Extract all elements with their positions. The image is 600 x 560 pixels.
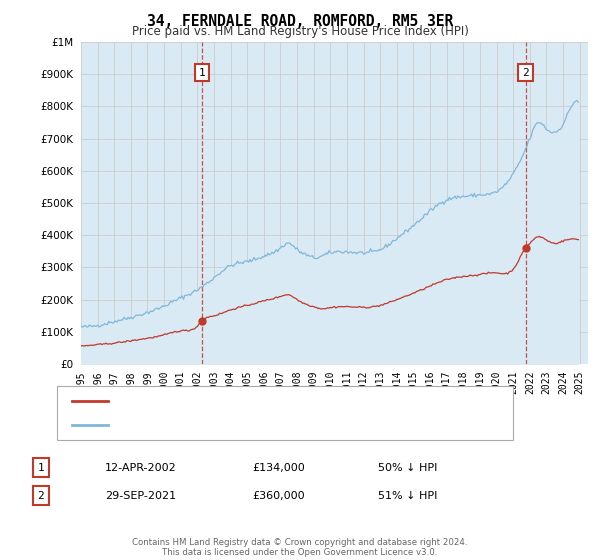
Text: 12-APR-2002: 12-APR-2002 — [105, 463, 177, 473]
Text: 50% ↓ HPI: 50% ↓ HPI — [378, 463, 437, 473]
Text: Contains HM Land Registry data © Crown copyright and database right 2024.
This d: Contains HM Land Registry data © Crown c… — [132, 538, 468, 557]
Text: 1: 1 — [199, 68, 205, 78]
Text: 29-SEP-2021: 29-SEP-2021 — [105, 491, 176, 501]
Text: £134,000: £134,000 — [252, 463, 305, 473]
Text: 1: 1 — [37, 463, 44, 473]
Text: 2: 2 — [37, 491, 44, 501]
Text: HPI: Average price, detached house, Havering: HPI: Average price, detached house, Have… — [117, 419, 369, 430]
Text: Price paid vs. HM Land Registry's House Price Index (HPI): Price paid vs. HM Land Registry's House … — [131, 25, 469, 38]
Text: 34, FERNDALE ROAD, ROMFORD, RM5 3ER: 34, FERNDALE ROAD, ROMFORD, RM5 3ER — [147, 14, 453, 29]
Text: £360,000: £360,000 — [252, 491, 305, 501]
Text: 34, FERNDALE ROAD, ROMFORD, RM5 3ER (detached house): 34, FERNDALE ROAD, ROMFORD, RM5 3ER (det… — [117, 396, 450, 407]
Text: 51% ↓ HPI: 51% ↓ HPI — [378, 491, 437, 501]
Text: 2: 2 — [522, 68, 529, 78]
